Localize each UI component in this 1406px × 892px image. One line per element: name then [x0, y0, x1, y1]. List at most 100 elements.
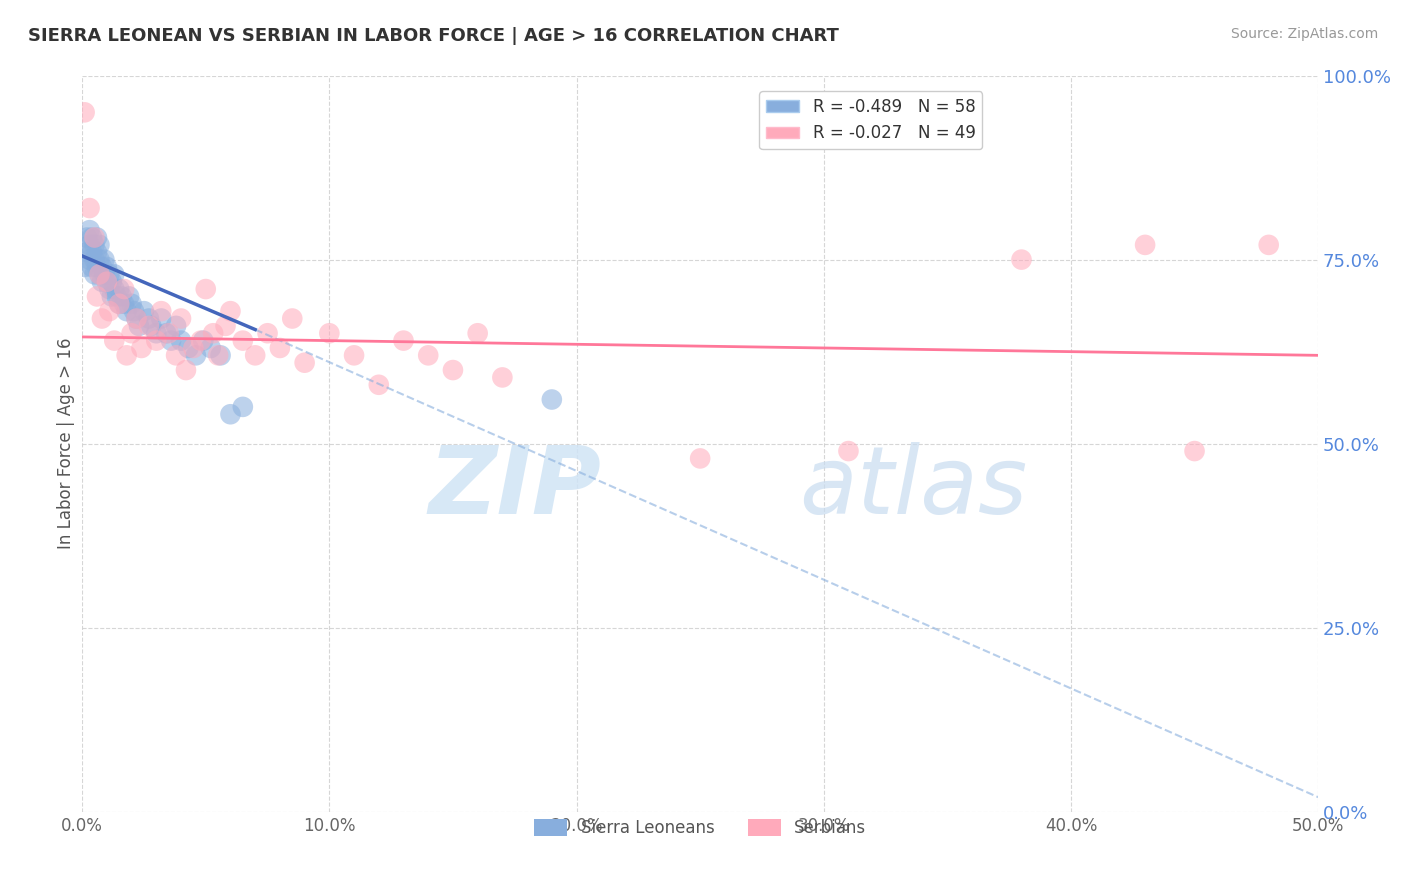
Point: [165, 318, 187, 333]
Point: [103, 282, 125, 296]
Text: atlas: atlas: [799, 442, 1028, 533]
Point: [202, 326, 225, 341]
Point: [689, 451, 711, 466]
Point: [93, 252, 115, 267]
Point: [128, 318, 150, 333]
Point: [183, 341, 205, 355]
Point: [89, 238, 111, 252]
Point: [150, 311, 173, 326]
Point: [101, 289, 124, 303]
Point: [343, 348, 366, 362]
Point: [170, 311, 193, 326]
Point: [79, 201, 101, 215]
Point: [98, 304, 121, 318]
Point: [103, 334, 125, 348]
Point: [207, 348, 229, 362]
Text: SIERRA LEONEAN VS SERBIAN IN LABOR FORCE | AGE > 16 CORRELATION CHART: SIERRA LEONEAN VS SERBIAN IN LABOR FORCE…: [28, 27, 839, 45]
Point: [73, 260, 96, 274]
Point: [1257, 238, 1279, 252]
Point: [165, 348, 187, 362]
Point: [83, 230, 105, 244]
Point: [193, 334, 215, 348]
Point: [73, 105, 96, 120]
Point: [170, 334, 193, 348]
Point: [294, 356, 316, 370]
Point: [122, 304, 145, 318]
Point: [1133, 238, 1156, 252]
Point: [245, 348, 267, 362]
Point: [219, 304, 242, 318]
Point: [160, 334, 183, 348]
Point: [96, 275, 118, 289]
Point: [79, 223, 101, 237]
Point: [76, 230, 98, 244]
Point: [98, 282, 121, 296]
Point: [194, 282, 217, 296]
Point: [540, 392, 562, 407]
Point: [200, 341, 222, 355]
Point: [80, 260, 103, 274]
Point: [155, 326, 177, 341]
Point: [118, 289, 141, 303]
Point: [112, 282, 135, 296]
Point: [83, 238, 105, 252]
Text: ZIP: ZIP: [429, 442, 602, 534]
Point: [115, 304, 138, 318]
Point: [214, 318, 236, 333]
Point: [145, 326, 167, 341]
Point: [125, 311, 148, 326]
Point: [90, 275, 112, 289]
Point: [80, 245, 103, 260]
Point: [150, 304, 173, 318]
Point: [108, 297, 131, 311]
Text: Source: ZipAtlas.com: Source: ZipAtlas.com: [1230, 27, 1378, 41]
Point: [96, 275, 118, 289]
Point: [90, 260, 112, 274]
Point: [76, 245, 98, 260]
Point: [138, 318, 160, 333]
Point: [96, 260, 118, 274]
Point: [138, 311, 160, 326]
Point: [209, 348, 232, 362]
Point: [86, 230, 108, 244]
Point: [1011, 252, 1033, 267]
Point: [441, 363, 464, 377]
Point: [219, 407, 242, 421]
Point: [491, 370, 513, 384]
Y-axis label: In Labor Force | Age > 16: In Labor Force | Age > 16: [58, 338, 75, 549]
Point: [190, 334, 212, 348]
Point: [90, 311, 112, 326]
Point: [157, 326, 180, 341]
Point: [177, 341, 200, 355]
Point: [105, 289, 128, 303]
Point: [141, 318, 163, 333]
Point: [79, 252, 101, 267]
Point: [837, 444, 859, 458]
Point: [103, 268, 125, 282]
Point: [108, 297, 131, 311]
Point: [80, 230, 103, 244]
Point: [121, 297, 143, 311]
Point: [111, 289, 134, 303]
Point: [281, 311, 304, 326]
Point: [125, 311, 148, 326]
Point: [79, 238, 101, 252]
Point: [83, 268, 105, 282]
Point: [256, 326, 278, 341]
Point: [89, 252, 111, 267]
Point: [174, 363, 197, 377]
Point: [89, 268, 111, 282]
Point: [108, 282, 131, 296]
Point: [232, 334, 254, 348]
Point: [93, 268, 115, 282]
Point: [1184, 444, 1206, 458]
Point: [83, 252, 105, 267]
Point: [318, 326, 340, 341]
Point: [367, 377, 389, 392]
Point: [86, 260, 108, 274]
Point: [112, 297, 135, 311]
Point: [232, 400, 254, 414]
Point: [115, 348, 138, 362]
Point: [98, 268, 121, 282]
Point: [132, 304, 155, 318]
